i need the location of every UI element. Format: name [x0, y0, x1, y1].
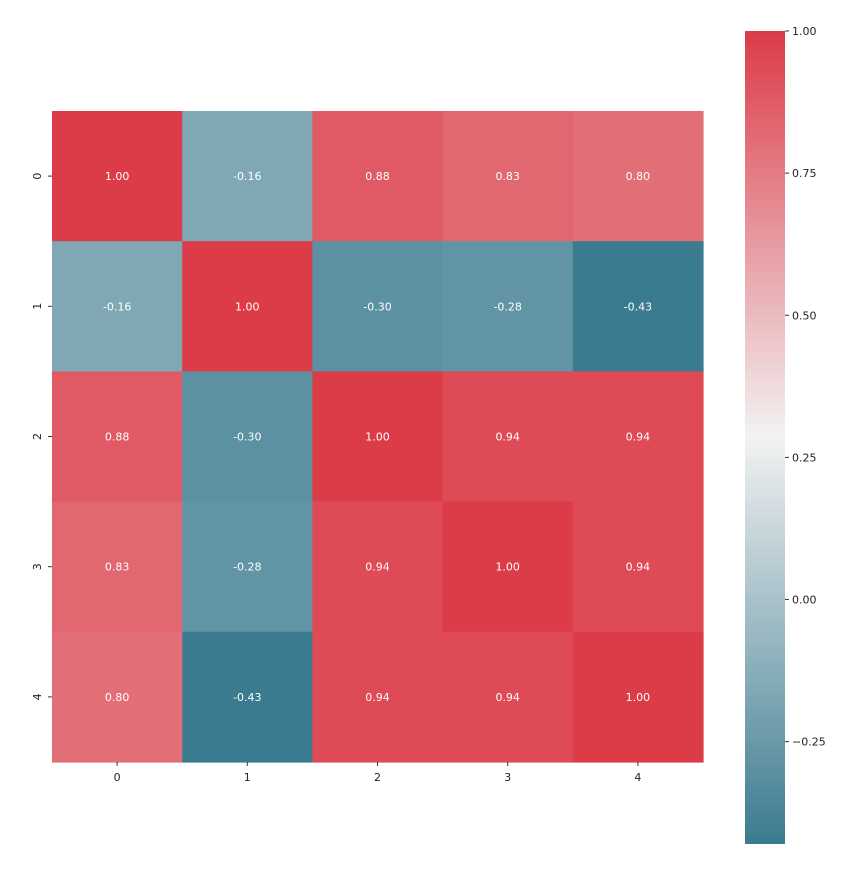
heatmap-cell-r1-c4 — [572, 241, 704, 372]
heatmap-cell-r0-c0 — [52, 111, 183, 242]
cell-annotation-r2-c4: 0.94 — [626, 431, 651, 444]
cell-annotation-r3-c1: -0.28 — [233, 561, 261, 574]
x-tick-label-3: 3 — [504, 771, 511, 784]
cell-annotation-r0-c2: 0.88 — [365, 170, 390, 183]
heatmap-cells — [52, 111, 704, 763]
cell-annotation-r1-c4: -0.43 — [624, 300, 652, 313]
heatmap-cell-r2-c1 — [182, 371, 313, 503]
heatmap-cell-r2-c2 — [312, 371, 444, 503]
cell-annotation-r4-c4: 1.00 — [626, 691, 651, 704]
x-tick-label-1: 1 — [244, 771, 251, 784]
heatmap-cell-r0-c1 — [182, 111, 313, 242]
y-tick-label-1: 1 — [31, 303, 44, 310]
cell-annotation-r2-c0: 0.88 — [105, 431, 130, 444]
y-tick-label-3: 3 — [31, 563, 44, 570]
heatmap-cell-r4-c2 — [312, 631, 444, 763]
x-tick-label-0: 0 — [114, 771, 121, 784]
colorbar: 1.00 0.75 0.50 0.25 0.00 −0.25 — [745, 25, 826, 844]
colorbar-tick-label-0: 1.00 — [792, 25, 817, 38]
heatmap-cell-r3-c0 — [52, 501, 183, 633]
y-tick-label-0: 0 — [31, 173, 44, 180]
colorbar-gradient — [745, 31, 785, 844]
x-tick-label-2: 2 — [374, 771, 381, 784]
heatmap-annotations: 1.00 -0.16 0.88 0.83 0.80 -0.16 1.00 -0.30 -0.28… — [103, 170, 652, 704]
heatmap-cell-r0-c2 — [312, 111, 444, 242]
heatmap-axes: 0 1 2 3 4 0 1 2 3 4 — [31, 173, 641, 784]
cell-annotation-r4-c0: 0.80 — [105, 691, 130, 704]
colorbar-tick-label-3: 0.25 — [792, 451, 817, 464]
heatmap-cell-r2-c4 — [572, 371, 704, 503]
heatmap-cell-r4-c0 — [52, 631, 183, 763]
cell-annotation-r3-c2: 0.94 — [365, 561, 390, 574]
heatmap-cell-r1-c0 — [52, 241, 183, 372]
heatmap-cell-r3-c2 — [312, 501, 444, 633]
y-tick-label-4: 4 — [31, 693, 44, 700]
cell-annotation-r2-c1: -0.30 — [233, 431, 261, 444]
cell-annotation-r1-c3: -0.28 — [493, 300, 521, 313]
colorbar-tick-label-2: 0.50 — [792, 309, 817, 322]
cell-annotation-r3-c0: 0.83 — [105, 561, 130, 574]
x-tick-label-4: 4 — [634, 771, 641, 784]
colorbar-tick-label-1: 0.75 — [792, 167, 817, 180]
cell-annotation-r2-c3: 0.94 — [495, 431, 520, 444]
heatmap-cell-r4-c1 — [182, 631, 313, 763]
cell-annotation-r4-c1: -0.43 — [233, 691, 261, 704]
heatmap-cell-r2-c3 — [442, 371, 574, 503]
cell-annotation-r1-c0: -0.16 — [103, 300, 131, 313]
y-tick-label-2: 2 — [31, 433, 44, 440]
cell-annotation-r3-c4: 0.94 — [626, 561, 651, 574]
heatmap-cell-r0-c4 — [572, 111, 704, 242]
cell-annotation-r0-c4: 0.80 — [626, 170, 651, 183]
cell-annotation-r0-c1: -0.16 — [233, 170, 261, 183]
cell-annotation-r4-c2: 0.94 — [365, 691, 390, 704]
heatmap-cell-r1-c2 — [312, 241, 444, 372]
heatmap-cell-r3-c3 — [442, 501, 574, 633]
heatmap-cell-r1-c3 — [442, 241, 574, 372]
colorbar-tick-label-4: 0.00 — [792, 594, 817, 607]
cell-annotation-r4-c3: 0.94 — [495, 691, 520, 704]
cell-annotation-r1-c2: -0.30 — [363, 300, 391, 313]
colorbar-tick-label-5: −0.25 — [792, 736, 826, 749]
cell-annotation-r2-c2: 1.00 — [365, 431, 390, 444]
heatmap-cell-r4-c4 — [572, 631, 704, 763]
cell-annotation-r1-c1: 1.00 — [235, 300, 260, 313]
heatmap-cell-r2-c0 — [52, 371, 183, 503]
heatmap-cell-r0-c3 — [442, 111, 574, 242]
cell-annotation-r0-c3: 0.83 — [495, 170, 520, 183]
heatmap-cell-r3-c1 — [182, 501, 313, 633]
cell-annotation-r0-c0: 1.00 — [105, 170, 130, 183]
heatmap-cell-r4-c3 — [442, 631, 574, 763]
heatmap-cell-r3-c4 — [572, 501, 704, 633]
heatmap-cell-r1-c1 — [182, 241, 313, 372]
cell-annotation-r3-c3: 1.00 — [495, 561, 520, 574]
